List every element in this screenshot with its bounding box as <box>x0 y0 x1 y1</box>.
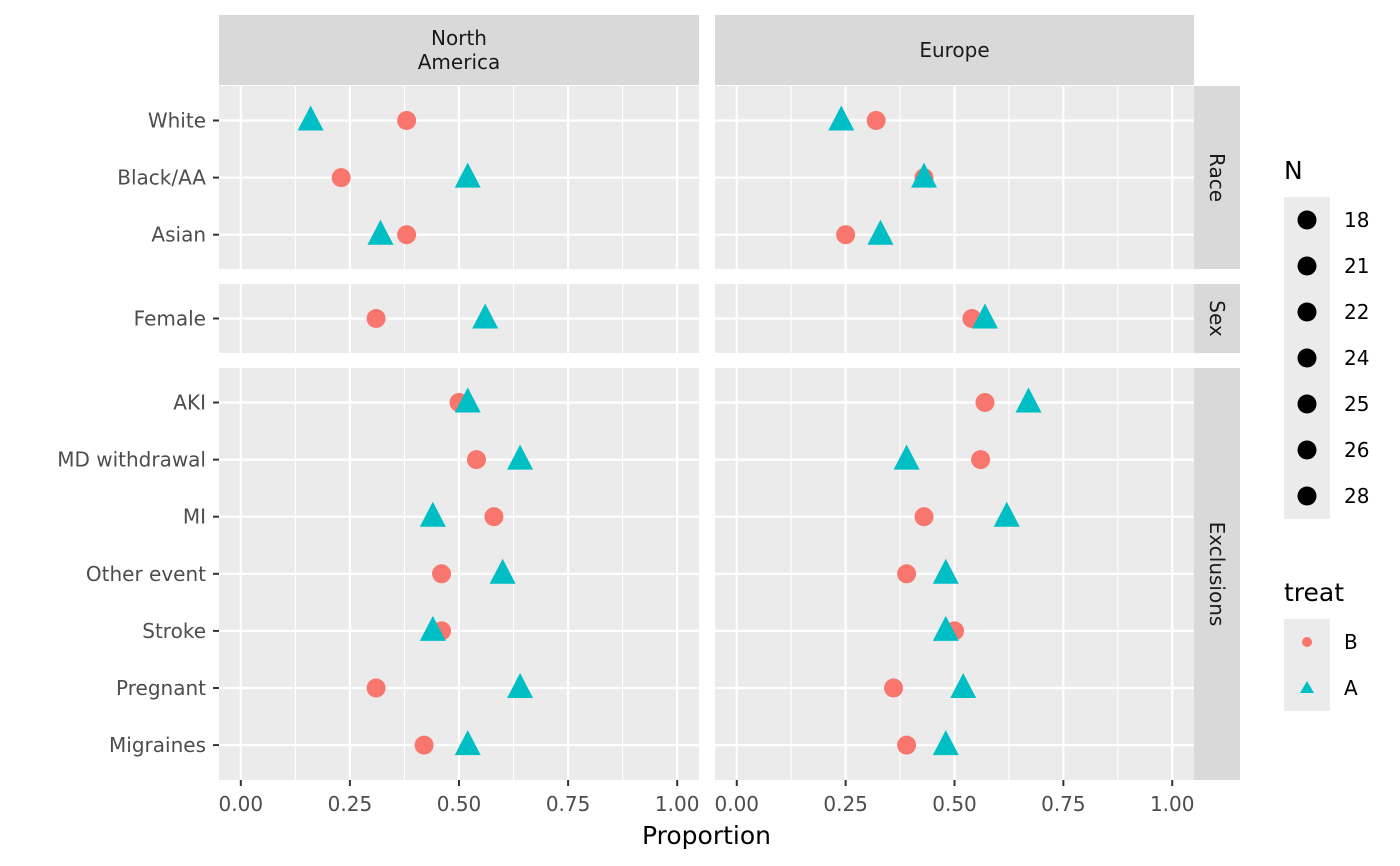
facet-strip-label-eu: Europe <box>919 38 989 62</box>
legend-color-key-A <box>1300 681 1314 693</box>
facet-strip-label-na: America <box>418 50 501 74</box>
point-B-na <box>366 309 386 328</box>
legend-color-label: B <box>1344 630 1358 654</box>
y-tick-label: Female <box>134 307 206 331</box>
facet-strip-label-excl: Exclusions <box>1205 522 1229 627</box>
x-axis-title: Proportion <box>642 821 771 850</box>
x-tick-label: 0.00 <box>219 792 264 816</box>
point-A-eu <box>911 162 938 188</box>
point-A-na <box>454 162 481 188</box>
facet-strip-label-na: North <box>431 26 487 50</box>
facet-strip-label-race: Race <box>1205 153 1229 202</box>
facet-strip-race <box>1194 86 1240 269</box>
point-B-na <box>484 507 504 527</box>
point-A-na <box>419 615 446 641</box>
point-B-na <box>366 678 386 698</box>
point-B-eu <box>914 507 934 527</box>
point-A-na <box>472 303 499 329</box>
x-tick-label: 1.00 <box>1150 792 1195 816</box>
legend-size-key <box>1297 210 1317 230</box>
x-tick-label: 0.25 <box>328 792 373 816</box>
legend-size-label: 21 <box>1344 254 1369 278</box>
point-A-eu <box>893 444 920 470</box>
point-A-na <box>507 444 534 470</box>
point-A-eu <box>1015 387 1042 413</box>
point-A-na <box>454 387 481 413</box>
point-B-eu <box>836 225 856 245</box>
point-B-na <box>397 225 417 245</box>
point-A-eu <box>971 303 998 329</box>
point-A-na <box>454 730 481 756</box>
x-tick-label: 0.25 <box>823 792 868 816</box>
y-tick-label: Asian <box>151 223 206 247</box>
x-tick-label: 0.50 <box>932 792 977 816</box>
legend-size-label: 28 <box>1344 484 1369 508</box>
y-tick-label: Pregnant <box>116 676 206 700</box>
point-B-eu <box>866 111 886 130</box>
y-tick-label: Black/AA <box>117 166 206 190</box>
legend-size-label: 25 <box>1344 392 1369 416</box>
point-B-eu <box>897 564 917 584</box>
x-tick-label: 0.75 <box>546 792 591 816</box>
point-A-eu <box>932 730 959 756</box>
legend-size-key <box>1297 256 1317 276</box>
y-tick-label: Other event <box>86 562 206 586</box>
x-tick-label: 0.75 <box>1041 792 1086 816</box>
point-A-eu <box>950 673 977 698</box>
point-B-eu <box>897 735 917 755</box>
point-A-na <box>297 105 324 131</box>
point-A-eu <box>993 501 1020 527</box>
legend-size-key <box>1297 394 1317 414</box>
facet-strip-excl <box>1194 368 1240 780</box>
point-B-na <box>466 450 486 470</box>
facet-strip-sex <box>1194 284 1240 353</box>
legend-color-label: A <box>1344 676 1358 700</box>
point-B-na <box>414 735 434 755</box>
point-A-eu <box>932 558 959 584</box>
point-B-eu <box>971 450 991 470</box>
facet-strip-eu <box>715 15 1194 85</box>
legend-size-label: 24 <box>1344 346 1369 370</box>
legend-size-label: 18 <box>1344 208 1369 232</box>
point-A-na <box>489 558 516 584</box>
legend-color-keys <box>1284 619 1330 711</box>
point-B-eu <box>975 393 995 412</box>
point-B-eu <box>884 678 904 698</box>
point-A-na <box>367 219 394 245</box>
legend-size-key <box>1297 486 1317 506</box>
point-B-na <box>432 564 452 584</box>
y-tick-label: Migraines <box>109 733 206 757</box>
x-tick-label: 0.50 <box>437 792 482 816</box>
point-B-na <box>331 168 351 188</box>
facet-strip-na <box>219 15 699 85</box>
legend-size-label: 26 <box>1344 438 1369 462</box>
y-tick-label: White <box>148 109 206 133</box>
legend-size-key <box>1297 440 1317 460</box>
legend-color-title: treat <box>1284 578 1344 607</box>
y-tick-label: Stroke <box>142 619 206 643</box>
point-A-eu <box>932 615 959 641</box>
point-A-eu <box>828 105 855 131</box>
point-B-na <box>397 111 417 130</box>
legend-size-key <box>1297 348 1317 368</box>
point-A-na <box>419 501 446 527</box>
y-tick-label: AKI <box>173 391 206 415</box>
legend-size-label: 22 <box>1344 300 1369 324</box>
x-tick-label: 1.00 <box>655 792 700 816</box>
x-tick-label: 0.00 <box>715 792 760 816</box>
y-tick-label: MD withdrawal <box>57 448 206 472</box>
y-tick-label: MI <box>183 505 206 529</box>
point-A-na <box>507 673 534 698</box>
legend-color-key-B <box>1302 637 1312 647</box>
legend-size-title: N <box>1284 156 1303 185</box>
facet-strip-label-sex: Sex <box>1205 300 1229 337</box>
point-A-eu <box>867 219 894 245</box>
legend-size-key <box>1297 302 1317 322</box>
